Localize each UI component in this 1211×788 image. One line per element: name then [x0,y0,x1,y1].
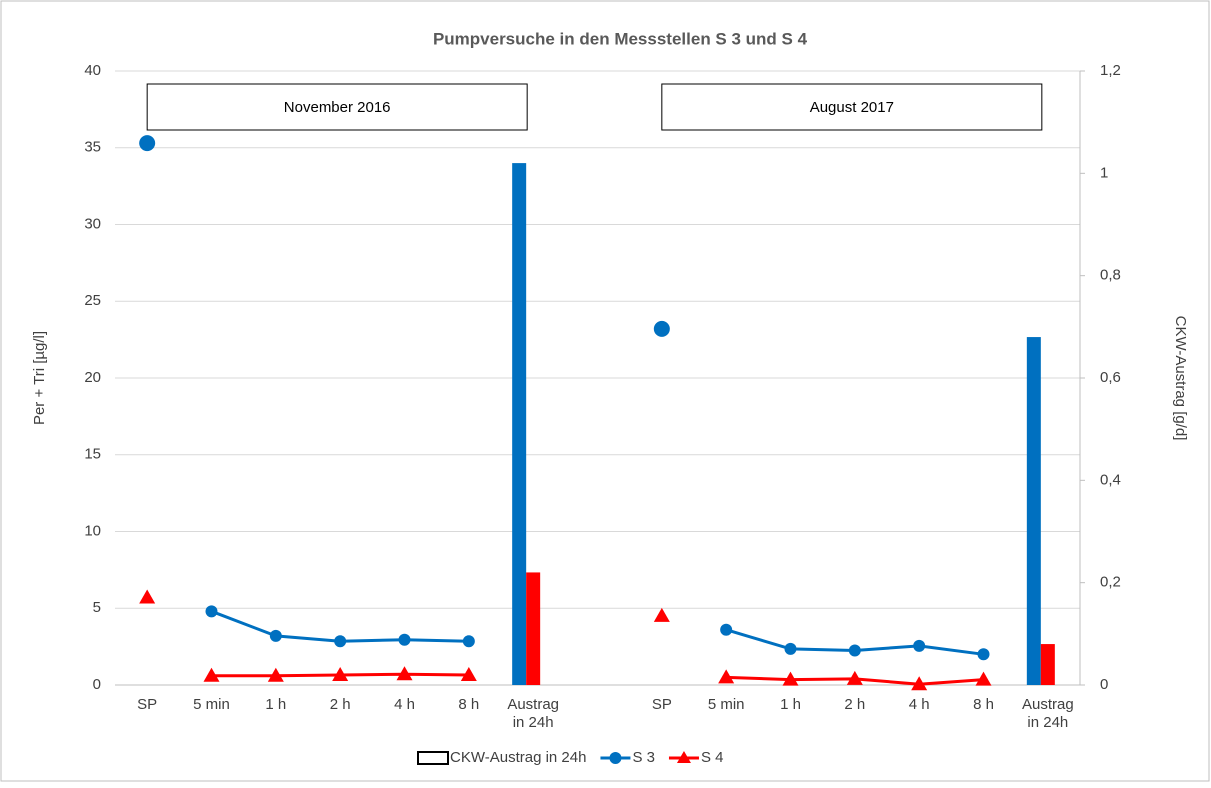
marker [205,605,218,618]
x-tick-label: 5 min [708,696,745,713]
marker [784,642,797,655]
marker [846,670,863,685]
y2-axis-label: CKW-Austrag [g/d] [1172,316,1189,441]
y2-tick-label: 0 [1100,676,1108,693]
legend-marker [676,751,691,763]
y-tick-label: 30 [84,215,101,232]
y-tick-label: 25 [84,292,101,309]
x-tick-label: Austrag in 24h [1022,696,1074,731]
x-tick-label: 5 min [193,696,230,713]
y2-tick-label: 0,6 [1100,369,1121,386]
bar [1040,644,1055,685]
marker [653,607,670,622]
marker [911,676,928,691]
x-tick-label: 1 h [265,696,286,713]
marker [977,648,990,661]
legend-marker [609,752,622,764]
y2-tick-label: 0,2 [1100,574,1121,591]
x-tick-label: 8 h [458,696,479,713]
y2-tick-label: 0,4 [1100,471,1121,488]
y-tick-label: 35 [84,139,101,156]
marker [398,633,411,646]
x-tick-label: 8 h [973,696,994,713]
x-tick-label: 1 h [780,696,801,713]
y-tick-label: 15 [84,446,101,463]
bar [512,163,527,686]
annotation: August 2017 [810,99,894,116]
y-tick-label: 5 [93,599,101,616]
marker [203,667,220,682]
legend-label: S 3 [632,749,655,766]
marker [332,667,349,682]
legend-item: S 3 [600,749,655,766]
y2-tick-label: 0,8 [1100,267,1121,284]
x-tick-label: 2 h [330,696,351,713]
legend-label: S 4 [701,749,724,766]
y-tick-label: 20 [84,369,101,386]
y2-tick-label: 1 [1100,164,1108,181]
x-tick-label: SP [652,696,672,713]
legend-label: CKW-Austrag in 24h [450,749,586,766]
legend-item: S 4 [668,749,724,766]
marker [848,644,861,657]
marker [396,666,413,681]
marker [720,623,733,636]
y-tick-label: 0 [93,676,101,693]
marker [782,671,799,686]
y-tick-label: 10 [84,522,101,539]
marker [139,135,156,152]
annotation-box [146,83,528,131]
marker [139,589,156,604]
legend-item: CKW-Austrag in 24h [417,749,586,766]
annotation: November 2016 [284,99,391,116]
bar [526,572,541,685]
marker [460,667,477,682]
marker [462,635,475,648]
y-axis-label: Per + Tri [µg/l] [31,331,48,425]
y2-tick-label: 1,2 [1100,62,1121,79]
x-tick-label: 2 h [844,696,865,713]
bar [1026,337,1041,685]
annotation-box [661,83,1043,131]
x-tick-label: 4 h [909,696,930,713]
y-tick-label: 40 [84,62,101,79]
marker [913,639,926,652]
marker [653,320,670,337]
x-tick-label: Austrag in 24h [507,696,559,731]
marker [334,635,347,648]
legend-swatch [417,751,449,765]
marker [975,671,992,686]
marker [267,667,284,682]
x-tick-label: 4 h [394,696,415,713]
marker [269,629,282,642]
chart-title: Pumpversuche in den Messstellen S 3 und … [433,29,808,48]
marker [718,669,735,684]
x-tick-label: SP [137,696,157,713]
